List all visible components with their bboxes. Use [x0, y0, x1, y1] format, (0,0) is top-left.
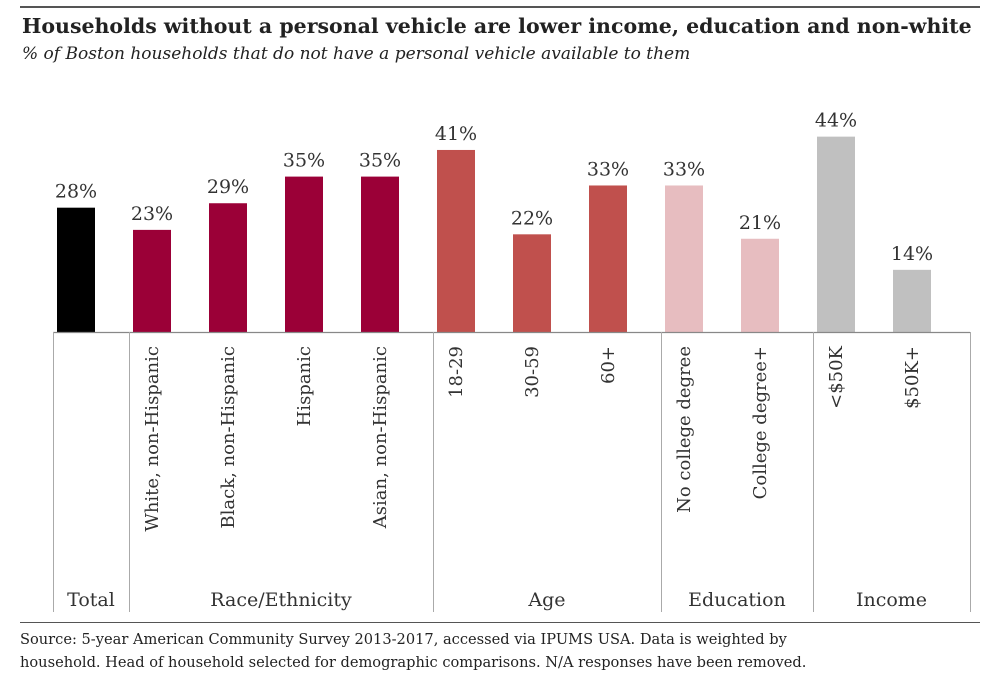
group-label-age: Age [527, 589, 565, 611]
bar-chart: 28% 23% 29% 35% 35% 41% 22% 33% 33% 21% 44% 14% Whi… [53, 110, 971, 612]
chart-frame: Households without a personal vehicle ar… [20, 6, 980, 678]
source-note: Source: 5-year American Community Survey… [20, 622, 980, 674]
group-label-race-ethnicity: Race/Ethnicity [210, 589, 352, 611]
value-label-60: 33% [587, 158, 629, 180]
chart-title: Households without a personal vehicle ar… [22, 14, 972, 38]
value-label-hispanic: 35% [283, 150, 325, 172]
bars-layer [57, 136, 931, 332]
category-label-white-non-hispanic: White, non-Hispanic [142, 346, 163, 532]
bar-30-59 [513, 234, 551, 332]
value-labels-layer: 28% 23% 29% 35% 35% 41% 22% 33% 33% 21% 44% 14% [55, 110, 933, 265]
group-label-income: Income [856, 589, 927, 611]
category-label-no-college-degree: No college degree [674, 346, 695, 513]
bar-white-non-hispanic [133, 229, 171, 332]
group-label-education: Education [688, 589, 786, 611]
bar-50k [893, 269, 931, 332]
value-label-white-non-hispanic: 23% [131, 203, 173, 225]
bar-50k [817, 136, 855, 332]
value-label-30-59: 22% [511, 207, 553, 229]
category-label-60: 60+ [598, 346, 619, 384]
group-label-total: Total [67, 589, 115, 611]
category-label-black-non-hispanic: Black, non-Hispanic [218, 346, 239, 529]
category-label-asian-non-hispanic: Asian, non-Hispanic [370, 346, 391, 529]
category-label-18-29: 18-29 [446, 346, 467, 398]
group-labels-layer: Total Race/Ethnicity Age Education Income [67, 589, 927, 611]
bar-60 [589, 185, 627, 332]
bar-hispanic [285, 176, 323, 332]
bar-college-degree [741, 238, 779, 332]
value-label-college-degree: 21% [739, 212, 781, 234]
value-label-asian-non-hispanic: 35% [359, 150, 401, 172]
bar-no-college-degree [665, 185, 703, 332]
chart-subtitle: % of Boston households that do not have … [22, 44, 691, 64]
category-label-50k: $50K+ [902, 346, 923, 409]
value-label-total: 28% [55, 181, 97, 203]
value-label-50k: 44% [815, 110, 857, 132]
category-labels-layer: White, non-Hispanic Black, non-Hispanic Hi… [142, 345, 923, 531]
category-label-college-degree: College degree+ [750, 346, 771, 499]
category-label-hispanic: Hispanic [294, 346, 315, 426]
value-label-no-college-degree: 33% [663, 158, 705, 180]
bar-asian-non-hispanic [361, 176, 399, 332]
bar-18-29 [437, 149, 475, 332]
value-label-50k: 14% [891, 243, 933, 265]
value-label-18-29: 41% [435, 123, 477, 145]
source-line-1: Source: 5-year American Community Survey… [20, 631, 787, 648]
top-rule [20, 6, 980, 8]
source-line-2: household. Head of household selected fo… [20, 654, 807, 671]
category-label-50k: <$50K [826, 345, 847, 408]
value-label-black-non-hispanic: 29% [207, 176, 249, 198]
bar-total [57, 207, 95, 332]
category-label-30-59: 30-59 [522, 346, 543, 398]
bar-black-non-hispanic [209, 203, 247, 332]
category-axis [53, 331, 971, 612]
